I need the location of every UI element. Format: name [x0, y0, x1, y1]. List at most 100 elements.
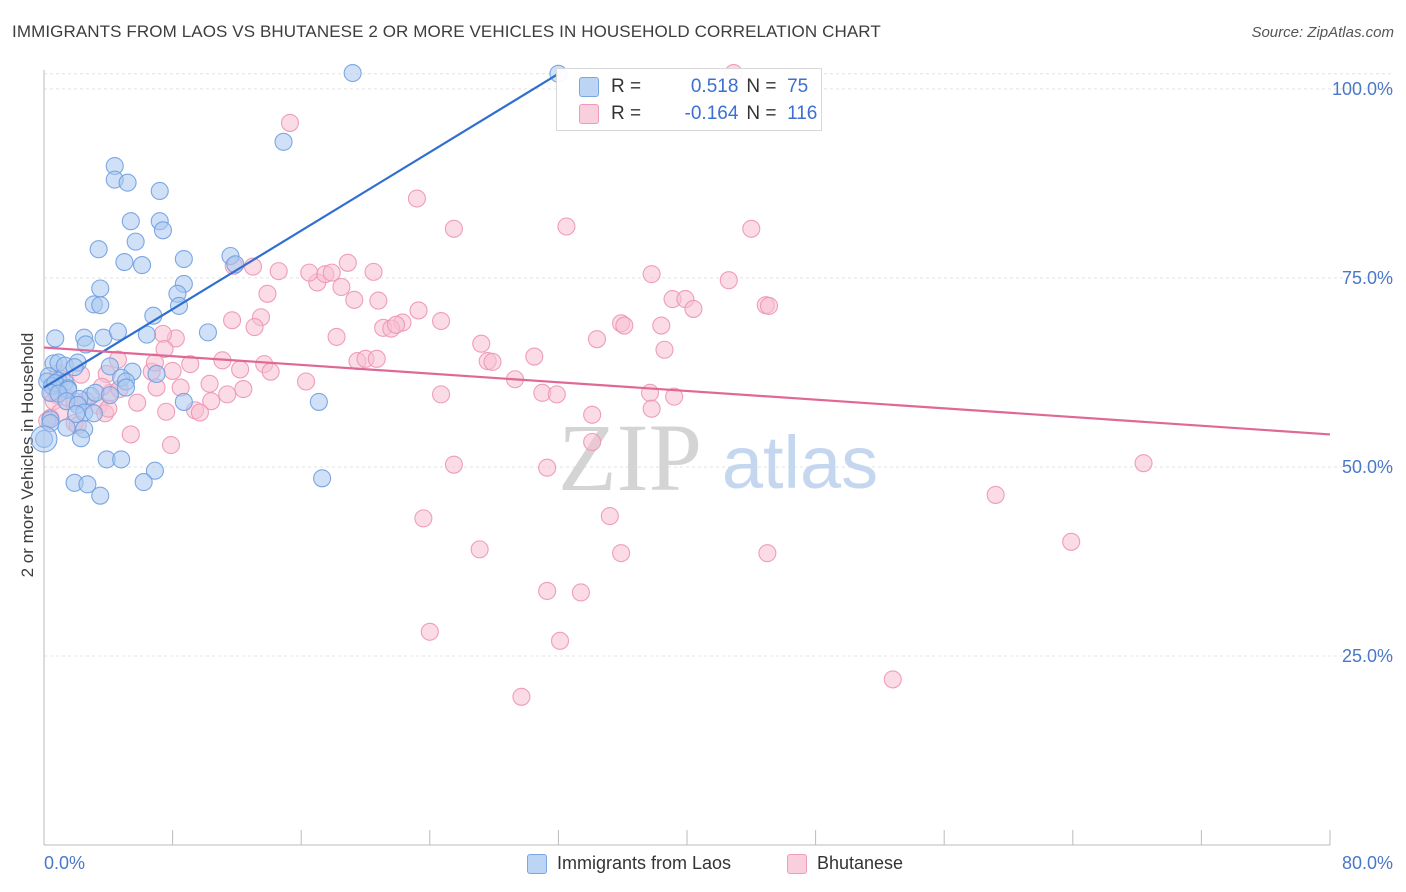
laos-point [118, 173, 137, 192]
bhutanese-point [547, 385, 566, 404]
laos-point [112, 450, 131, 469]
bhutanese-point [414, 509, 433, 528]
laos-points [30, 63, 568, 505]
axes [43, 70, 1331, 846]
bhutanese-point [369, 291, 388, 310]
legend-swatch-laos [527, 853, 547, 874]
watermark-zip: ZIP [558, 404, 702, 511]
legend-n-value: 75 [787, 76, 809, 97]
bhutanese-point [332, 277, 351, 297]
laos-point [108, 322, 127, 341]
legend-row-bhutanese: R = -0.164 N = 116 [579, 101, 817, 127]
bhutanese-point [550, 631, 570, 650]
laos-point [133, 256, 152, 275]
bhutanese-point [986, 485, 1005, 504]
bhutanese-point [600, 507, 619, 526]
chart-title: IMMIGRANTS FROM LAOS VS BHUTANESE 2 OR M… [12, 22, 881, 41]
bhutanese-point [409, 301, 428, 320]
laos-point [313, 469, 332, 488]
bhutanese-point [218, 385, 237, 404]
bhutanese-point [322, 263, 341, 282]
bhutanese-point [300, 263, 319, 282]
bhutanese-point [665, 387, 684, 406]
bhutanese-point [155, 339, 174, 359]
bhutanese-point [432, 385, 451, 404]
laos-point [71, 429, 91, 448]
laos-point [174, 392, 193, 411]
bhutanese-point [538, 581, 557, 601]
laos-point [84, 404, 103, 423]
bhutanese-point [202, 392, 221, 411]
laos-point [134, 473, 153, 492]
laos-point [57, 418, 76, 437]
bhutanese-point [200, 374, 219, 393]
bhutanese-point [719, 271, 738, 290]
bhutanese-point [571, 583, 590, 602]
bhutanese-point [296, 372, 316, 391]
bhutanese-point [612, 544, 631, 563]
bhutanese-point [327, 327, 346, 346]
bhutanese-point [261, 362, 280, 381]
laos-trend-line [43, 72, 559, 389]
laos-point [91, 296, 110, 315]
bhutanese-point [223, 311, 242, 330]
laos-point [115, 252, 134, 272]
bhutanese-point [432, 311, 451, 331]
laos-point [274, 132, 293, 151]
laos-point [343, 63, 362, 83]
bhutanese-point [234, 380, 253, 399]
laos-point [150, 181, 169, 201]
y-tick-label: 75.0% [1342, 268, 1393, 288]
bhutanese-point [512, 687, 531, 706]
bhutanese-point [153, 324, 173, 343]
legend-r-value: -0.164 [684, 103, 739, 124]
bhutanese-point [420, 622, 439, 641]
legend-label-bhutanese: Bhutanese [817, 853, 904, 873]
laos-point [116, 378, 136, 397]
laos-point [121, 212, 140, 231]
laos-point [78, 475, 97, 494]
bhutanese-point [652, 316, 671, 335]
legend-n-label: N = [746, 103, 777, 124]
bhutanese-point [587, 330, 607, 349]
x-tick-label: 0.0% [44, 853, 85, 873]
bhutanese-point [444, 219, 463, 238]
bhutanese-point [245, 318, 264, 337]
y-tick-label: 50.0% [1342, 457, 1393, 477]
bhutanese-point [642, 399, 661, 418]
bhutanese-point [161, 435, 181, 455]
bhutanese-point [525, 347, 544, 366]
bhutanese-point [759, 296, 779, 315]
bhutanese-point [640, 383, 660, 402]
x-tick-label: 80.0% [1342, 853, 1393, 873]
legend-r-label: R = [611, 76, 642, 97]
legend-n-value: 116 [787, 103, 818, 124]
bhutanese-point [269, 262, 288, 281]
legend-r-label: R = [611, 103, 642, 124]
laos-point [145, 461, 164, 480]
bhutanese-point [615, 316, 634, 335]
bhutanese-point [258, 284, 277, 303]
legend-item-laos[interactable]: Immigrants from Laos [527, 853, 731, 874]
laos-point [198, 323, 218, 342]
bhutanese-point [758, 544, 777, 563]
legend-swatch-laos [579, 77, 599, 97]
bhutanese-point [1062, 532, 1081, 551]
laos-point [91, 486, 110, 505]
bhutanese-point [742, 219, 761, 238]
laos-point [153, 221, 173, 240]
legend-item-bhutanese[interactable]: Bhutanese [787, 853, 903, 874]
bhutanese-point [470, 540, 489, 559]
bhutanese-point [364, 262, 383, 281]
laos-point [309, 392, 328, 411]
laos-point [67, 404, 86, 424]
legend-swatch-bhutanese [579, 104, 599, 124]
bhutanese-point [472, 334, 491, 353]
bhutanese-point [538, 458, 557, 477]
laos-point [100, 357, 119, 376]
bhutanese-point [407, 189, 426, 208]
series-legend: Immigrants from Laos Bhutanese [0, 850, 1406, 880]
bhutanese-point [483, 352, 502, 371]
laos-point [76, 335, 95, 354]
bhutanese-point [128, 393, 147, 412]
